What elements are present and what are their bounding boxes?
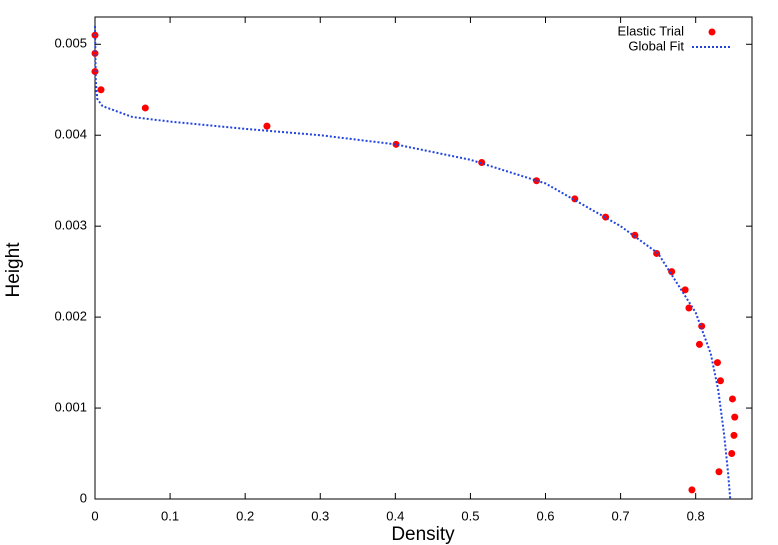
y-tick-label: 0.004 [54,127,87,142]
legend-label: Elastic Trial [618,23,685,38]
x-tick-label: 0.6 [536,508,554,523]
x-axis-label: Density [391,524,455,545]
data-point [685,304,693,312]
fit-line [94,26,732,500]
x-tick-label: 0.3 [311,508,329,523]
data-point [730,431,738,439]
y-tick-label: 0.005 [54,36,87,51]
data-point [728,395,736,403]
data-point [713,359,721,367]
data-point [715,468,723,476]
plot-frame [94,16,753,500]
y-tick-label: 0.003 [54,218,87,233]
x-tick-label: 0.1 [161,508,179,523]
data-point [728,450,736,458]
x-tick-label: 0.8 [687,508,705,523]
data-point [688,486,696,494]
legend-marker [708,28,716,36]
x-tick-label: 0.2 [236,508,254,523]
x-tick-label: 0 [91,508,98,523]
data-point [716,377,724,385]
data-point [695,340,703,348]
data-point [533,177,541,185]
data-point [141,104,149,112]
legend-label: Global Fit [628,38,684,53]
data-point [681,286,689,294]
data-point [392,140,400,148]
data-point [263,122,271,130]
data-point [97,86,105,94]
data-point [91,49,99,57]
y-tick-label: 0 [80,490,87,505]
x-tick-label: 0.4 [386,508,404,523]
data-point [631,231,639,239]
data-point [731,413,739,421]
x-tick-label: 0.7 [612,508,630,523]
x-tick-label: 0.5 [461,508,479,523]
y-axis-label: Height [3,242,24,298]
y-tick-label: 0.002 [54,309,87,324]
y-tick-label: 0.001 [54,399,87,414]
